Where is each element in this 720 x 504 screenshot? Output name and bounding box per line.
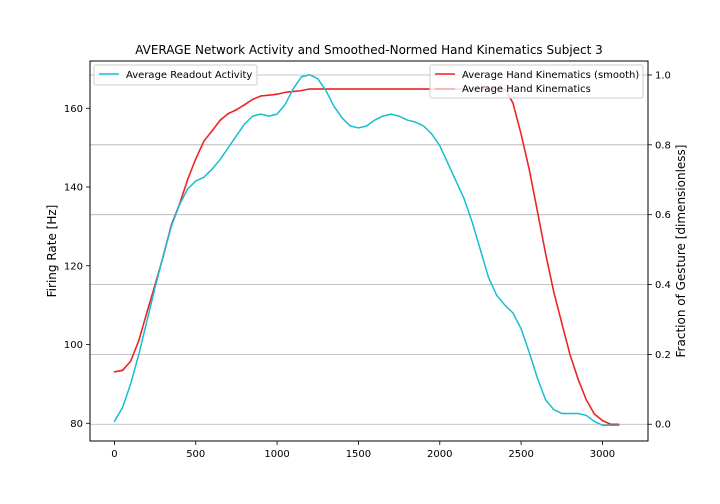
legend-label-kinematics: Average Hand Kinematics [462,84,591,95]
x-tick-label-4: 2000 [427,449,452,460]
y-right-tick-label-0: 0.0 [655,420,671,431]
y-left-tick-label-3: 140 [64,183,83,194]
y-right-tick-label-5: 1.0 [655,70,671,81]
legend-right: Average Hand Kinematics (smooth) Average… [429,64,644,99]
x-axis: 0 500 1000 1500 2000 2500 3000 [111,441,615,460]
x-tick-label-0: 0 [111,449,117,460]
legend-left-box [93,64,258,86]
legend-left: Average Readout Activity [93,64,258,86]
x-tick-label-2: 1000 [264,449,289,460]
y-axis-left: 80 100 120 140 160 [64,104,90,430]
y-axis-left-label: Firing Rate [Hz] [45,205,59,298]
legend-label-readout: Average Readout Activity [126,70,252,81]
y-left-tick-label-4: 160 [64,104,83,115]
series-layer [113,74,620,426]
x-tick-label-1: 500 [186,449,205,460]
series-line-kinematics-smooth [113,88,620,425]
y-left-tick-label-2: 120 [64,261,83,272]
legend-label-kinematics-smooth: Average Hand Kinematics (smooth) [462,70,639,81]
y-right-tick-label-1: 0.2 [655,350,671,361]
x-tick-label-3: 1500 [346,449,371,460]
y-right-tick-label-2: 0.4 [655,280,671,291]
y-right-tick-label-3: 0.6 [655,210,671,221]
series-line-readout-activity [113,74,620,426]
legend-right-box [429,64,644,99]
y-right-tick-label-4: 0.8 [655,140,671,151]
y-axis-right: 0.0 0.2 0.4 0.6 0.8 1.0 [648,70,671,431]
plot-frame [89,60,649,442]
x-tick-label-5: 2500 [508,449,533,460]
x-tick-label-6: 3000 [590,449,615,460]
y-left-tick-label-1: 100 [64,340,83,351]
y-left-tick-label-0: 80 [70,419,83,430]
chart-title: AVERAGE Network Activity and Smoothed-No… [135,43,603,57]
y-axis-right-label: Fraction of Gesture [dimensionless] [674,145,688,358]
